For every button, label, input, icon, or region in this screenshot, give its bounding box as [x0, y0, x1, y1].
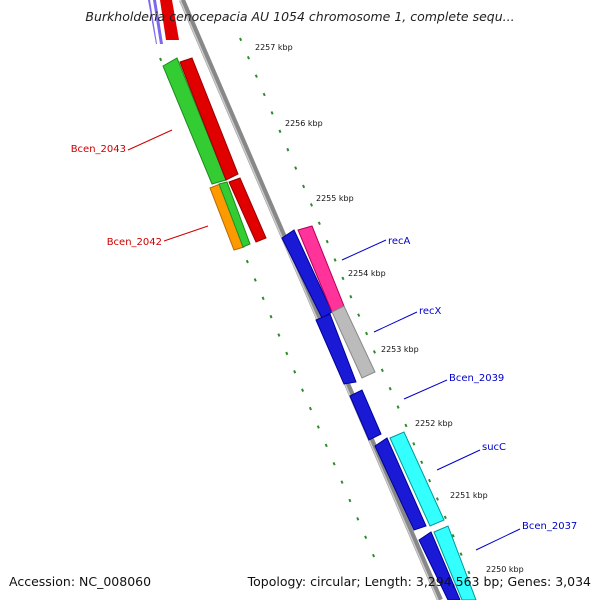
gene-label-bcen-2037: Bcen_2037 [522, 521, 577, 532]
gene-block [331, 305, 376, 379]
gene-block [315, 313, 357, 385]
kbp-tick-label: 2252 kbp [415, 419, 453, 428]
gene-block [389, 431, 445, 527]
sequence-title: Burkholderia cenocepacia AU 1054 chromos… [85, 9, 515, 24]
accession-label: Accession: NC_008060 [9, 574, 152, 589]
gene-label-succ: sucC [482, 442, 506, 453]
gene-label-bcen-2042: Bcen_2042 [107, 237, 162, 248]
gene-block [374, 437, 427, 531]
gene-label-recx: recX [419, 306, 442, 317]
gene-block [418, 531, 461, 600]
kbp-scale: 2257 kbp 2256 kbp 2255 kbp 2254 kbp 2253… [255, 43, 524, 574]
gene-block [228, 177, 267, 243]
outer-dotted-guide [159, 57, 379, 567]
backbone-highlight [179, 0, 439, 600]
gene-track-top-stub [148, 0, 179, 44]
gene-label-reca: recA [388, 236, 411, 247]
kbp-tick-label: 2250 kbp [486, 565, 524, 574]
gene-leader-lines [127, 129, 521, 551]
kbp-tick-label: 2256 kbp [285, 119, 323, 128]
gene-labels[interactable]: Bcen_2043 Bcen_2042 recA recX Bcen_2039 … [71, 144, 578, 532]
kbp-tick-label: 2253 kbp [381, 345, 419, 354]
gene-block [218, 181, 251, 248]
reverse-strand-genes[interactable] [281, 225, 477, 600]
forward-strand-genes[interactable] [162, 57, 267, 251]
gene-label-bcen-2039: Bcen_2039 [449, 373, 504, 384]
kbp-tick-label: 2255 kbp [316, 194, 354, 203]
gene-block [179, 57, 239, 181]
gene-label-bcen-2043: Bcen_2043 [71, 144, 126, 155]
gene-block [349, 389, 382, 441]
kbp-tick-label: 2257 kbp [255, 43, 293, 52]
kbp-tick-label: 2254 kbp [348, 269, 386, 278]
chromosome-backbone [179, 0, 443, 600]
topology-summary: Topology: circular; Length: 3,294,563 bp… [247, 574, 591, 589]
gene-block [433, 525, 477, 600]
kbp-tick-label: 2251 kbp [450, 491, 488, 500]
